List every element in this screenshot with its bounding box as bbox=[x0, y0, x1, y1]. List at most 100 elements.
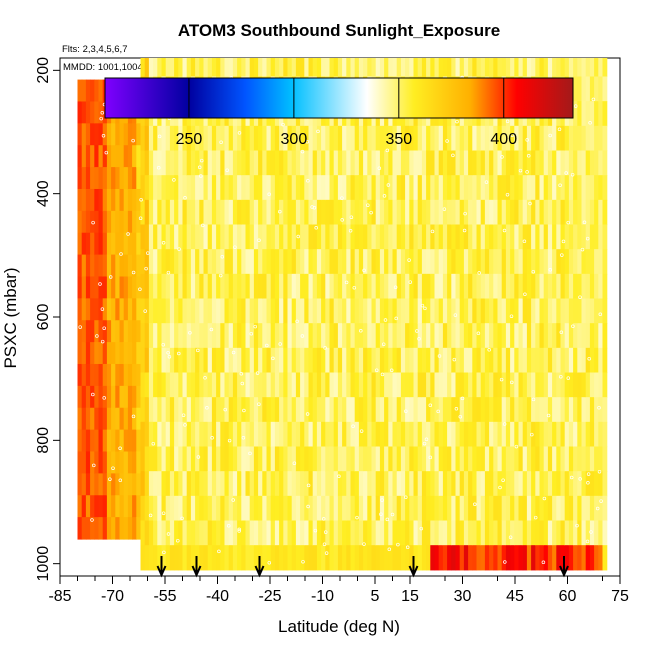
heatmap-cell bbox=[531, 175, 536, 201]
heatmap-cell bbox=[472, 397, 478, 423]
heatmap-cell bbox=[413, 495, 419, 522]
heatmap-cell bbox=[585, 372, 591, 398]
heatmap-cell bbox=[413, 249, 419, 275]
heatmap-cell bbox=[400, 495, 406, 522]
sample-marker bbox=[138, 216, 143, 220]
heatmap-cell bbox=[413, 545, 419, 571]
heatmap-cell bbox=[426, 224, 431, 250]
heatmap-cell bbox=[312, 175, 318, 201]
heatmap-cell bbox=[585, 520, 591, 546]
heatmap-cell bbox=[258, 446, 263, 472]
heatmap-cell bbox=[258, 397, 263, 423]
heatmap-cell bbox=[556, 249, 562, 275]
sample-marker bbox=[249, 331, 254, 336]
heatmap-cell bbox=[405, 224, 410, 250]
heatmap-cell bbox=[350, 125, 356, 152]
heatmap-cell bbox=[216, 446, 221, 472]
heatmap-cell bbox=[442, 446, 448, 472]
heatmap-cell bbox=[497, 199, 503, 226]
heatmap-cell bbox=[459, 397, 465, 423]
heatmap-cell bbox=[144, 150, 150, 176]
heatmap-cell bbox=[119, 385, 125, 409]
heatmap-cell bbox=[329, 347, 335, 374]
heatmap-cell bbox=[426, 471, 431, 497]
heatmap-cell bbox=[98, 232, 104, 256]
heatmap-cell bbox=[85, 79, 91, 103]
heatmap-cell bbox=[552, 545, 557, 571]
heatmap-cell bbox=[148, 372, 154, 398]
heatmap-cell bbox=[174, 323, 179, 349]
heatmap-cell bbox=[468, 125, 473, 152]
heatmap-cell bbox=[505, 273, 511, 300]
heatmap-cell bbox=[316, 495, 322, 522]
heatmap-cell bbox=[333, 249, 339, 275]
heatmap-cell bbox=[102, 298, 108, 321]
heatmap-cell bbox=[468, 150, 473, 176]
heatmap-cell bbox=[157, 520, 163, 546]
y-axis-label: PSXC (mbar) bbox=[1, 267, 20, 368]
heatmap-cell bbox=[405, 520, 410, 546]
heatmap-cell bbox=[337, 273, 343, 300]
heatmap-cell bbox=[400, 249, 406, 275]
heatmap-cell bbox=[106, 407, 112, 431]
heatmap-cell bbox=[463, 520, 469, 546]
heatmap-cell bbox=[392, 323, 398, 349]
sample-marker bbox=[408, 280, 413, 284]
heatmap-cell bbox=[262, 446, 268, 472]
heatmap-cell bbox=[304, 545, 310, 571]
heatmap-cell bbox=[178, 372, 184, 398]
heatmap-cell bbox=[98, 495, 104, 518]
heatmap-cell bbox=[203, 347, 209, 374]
sample-marker bbox=[322, 542, 327, 546]
heatmap-cell bbox=[581, 101, 587, 127]
heatmap-cell bbox=[350, 224, 356, 250]
heatmap-cell bbox=[539, 298, 545, 324]
heatmap-cell bbox=[94, 79, 100, 103]
heatmap-cell bbox=[241, 175, 247, 201]
heatmap-cell bbox=[396, 545, 402, 571]
heatmap-cell bbox=[476, 175, 482, 201]
heatmap-cell bbox=[316, 224, 322, 250]
heatmap-cell bbox=[106, 517, 112, 540]
heatmap-cell bbox=[535, 175, 541, 201]
heatmap-cell bbox=[94, 429, 100, 453]
heatmap-cell bbox=[316, 150, 322, 176]
heatmap-cell bbox=[295, 545, 301, 571]
heatmap-cell bbox=[178, 397, 184, 423]
heatmap-cell bbox=[308, 347, 314, 374]
heatmap-cell bbox=[526, 175, 532, 201]
heatmap-cell bbox=[144, 298, 150, 324]
heatmap-cell bbox=[350, 249, 356, 275]
sample-marker bbox=[265, 343, 269, 348]
heatmap-cell bbox=[363, 298, 368, 324]
heatmap-cell bbox=[270, 397, 276, 423]
heatmap-cell bbox=[421, 347, 427, 374]
heatmap-cell bbox=[354, 58, 360, 78]
heatmap-cell bbox=[421, 545, 427, 571]
heatmap-cell bbox=[279, 125, 284, 152]
heatmap-cell bbox=[547, 298, 553, 324]
heatmap-cell bbox=[379, 249, 385, 275]
sample-marker bbox=[205, 406, 209, 410]
heatmap-cell bbox=[308, 298, 314, 324]
heatmap-cell bbox=[602, 273, 608, 300]
sample-marker bbox=[374, 368, 379, 372]
sample-marker bbox=[200, 158, 204, 163]
heatmap-cell bbox=[531, 273, 536, 300]
sample-marker bbox=[323, 530, 328, 534]
x-tick-label: 15 bbox=[401, 588, 419, 605]
heatmap-cell bbox=[85, 473, 91, 496]
heatmap-cell bbox=[472, 372, 478, 398]
heatmap-cell bbox=[136, 254, 142, 278]
heatmap-cell bbox=[249, 347, 255, 374]
heatmap-cell bbox=[157, 495, 163, 522]
heatmap-cell bbox=[526, 199, 532, 226]
heatmap-cell bbox=[354, 298, 360, 324]
heatmap-cell bbox=[283, 199, 289, 226]
heatmap-cell bbox=[409, 273, 415, 300]
heatmap-cell bbox=[493, 545, 499, 571]
heatmap-cell bbox=[421, 446, 427, 472]
heatmap-cell bbox=[518, 372, 524, 398]
heatmap-cell bbox=[598, 421, 604, 448]
heatmap-cell bbox=[304, 520, 310, 546]
